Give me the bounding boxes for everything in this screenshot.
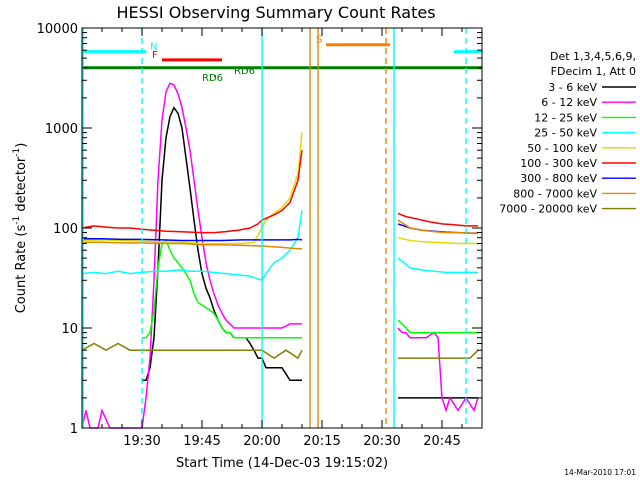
series-line-6-seg-1 <box>81 150 303 234</box>
series-line-4-seg-2 <box>397 257 478 274</box>
series-line-8-seg-2 <box>397 219 478 234</box>
y-tick-label-1: 1 <box>70 422 78 437</box>
series-line-6-seg-2 <box>397 212 478 227</box>
legend-label-7: 300 - 800 keV <box>520 172 597 185</box>
legend-label-5: 50 - 100 keV <box>527 142 597 155</box>
annotation-label-4: RD6 <box>202 73 223 84</box>
series-line-9-seg-1 <box>81 342 303 360</box>
y-tick-label-5: 10000 <box>37 22 78 37</box>
legend-title-line-2: FDecim 1, Att 0 <box>551 65 636 78</box>
x-tick-label-2: 19:45 <box>183 434 220 449</box>
series-line-8-seg-1 <box>82 241 302 250</box>
annotation-label-3: S <box>316 35 322 46</box>
legend-title-line-1: Det 1,3,4,5,6,9, <box>550 50 636 63</box>
annotation-label-5: RD6 <box>234 66 255 77</box>
legend-label-9: 7000 - 20000 keV <box>499 203 597 216</box>
series-line-7-seg-1 <box>82 238 303 242</box>
series-line-9-seg-2 <box>398 349 479 359</box>
y-tick-label-2: 10 <box>61 322 78 337</box>
annotation-label-2: F <box>152 50 158 61</box>
annotation-bars: NF S RD6 RD6 <box>82 35 482 84</box>
legend-label-4: 25 - 50 keV <box>534 127 597 140</box>
legend-label-8: 800 - 7000 keV <box>513 187 597 200</box>
legend-entries: 3 - 6 keV 6 - 12 keV 12 - 25 keV 25 - 50 ke… <box>499 81 636 216</box>
x-tick-label-3: 20:00 <box>243 434 280 449</box>
plot-lines <box>81 82 479 429</box>
chart-title: HESSI Observing Summary Count Rates <box>116 3 435 22</box>
series-line-2-seg-2 <box>397 327 479 413</box>
legend-label-1: 3 - 6 keV <box>548 81 597 94</box>
x-tick-label-5: 20:30 <box>363 434 400 449</box>
legend: Det 1,3,4,5,6,9, FDecim 1, Att 0 3 - 6 k… <box>499 50 636 216</box>
series-line-2-seg-1 <box>81 82 302 429</box>
x-axis-ticks: 19:30 19:45 20:00 20:15 20:30 20:45 <box>81 28 483 449</box>
legend-label-6: 100 - 300 keV <box>520 157 597 170</box>
annotation-label-1: N <box>150 42 157 53</box>
x-tick-label-1: 19:30 <box>123 434 160 449</box>
series-line-4-seg-1 <box>81 210 303 282</box>
timestamp: 14-Mar-2010 17:01 <box>564 468 636 477</box>
x-tick-label-4: 20:15 <box>303 434 340 449</box>
y-tick-label-4: 1000 <box>45 122 78 137</box>
series-line-3-seg-1 <box>142 239 302 339</box>
series-line-5-seg-1 <box>81 132 303 245</box>
x-tick-label-6: 20:45 <box>423 434 460 449</box>
vertical-markers <box>82 28 467 428</box>
y-tick-label-3: 100 <box>53 222 78 237</box>
series-line-5-seg-2 <box>397 236 478 245</box>
x-axis-label: Start Time (14-Dec-03 19:15:02) <box>176 456 388 471</box>
y-axis-ticks: 1 10 100 1000 10000 <box>37 22 482 437</box>
legend-label-3: 12 - 25 keV <box>534 111 597 124</box>
legend-label-2: 6 - 12 keV <box>541 96 597 109</box>
y-axis-label: Count Rate (s-1 detector-1) <box>12 143 29 314</box>
